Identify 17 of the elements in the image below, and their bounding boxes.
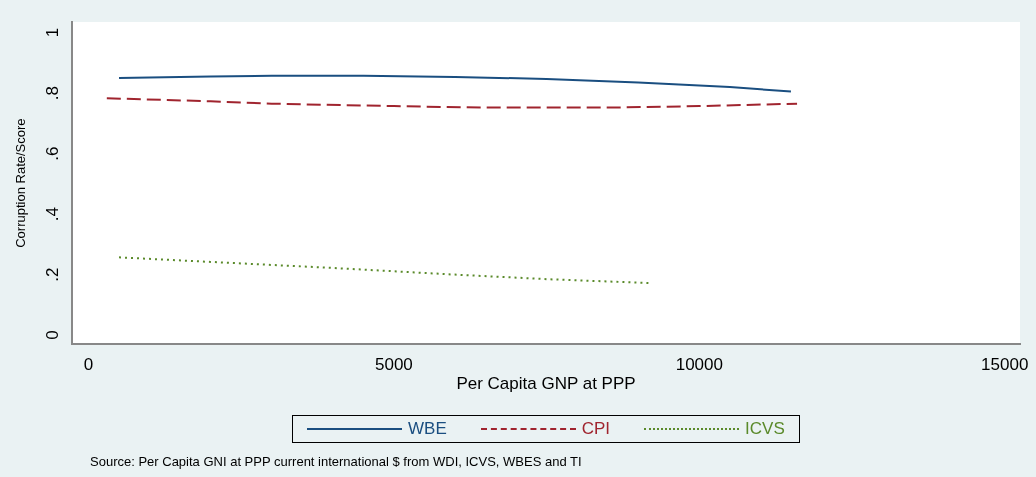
x-axis-title: Per Capita GNP at PPP	[456, 374, 636, 394]
y-tick-label: .8	[43, 86, 63, 101]
y-tick-label: .6	[43, 146, 63, 161]
y-axis-title: Corruption Rate/Score	[13, 118, 29, 248]
text: CPI	[581, 419, 611, 439]
y-tick-label: .4	[43, 207, 63, 222]
text: ICVS	[745, 419, 785, 439]
y-tick-label: 0	[43, 330, 63, 340]
x-tick-label: 5000	[374, 355, 413, 375]
y-tick-label: .2	[43, 267, 63, 282]
source-note: Source: Per Capita GNI at PPP current international $ from WDI, ICVS, WBES and TI	[90, 454, 582, 470]
y-tick-label: 1	[43, 27, 63, 38]
text: WBE	[408, 419, 447, 439]
line-series	[105, 97, 799, 109]
x-tick-label: 10000	[675, 355, 723, 375]
x-tick-label: 15000	[981, 355, 1029, 375]
x-tick-label: 0	[83, 355, 94, 375]
